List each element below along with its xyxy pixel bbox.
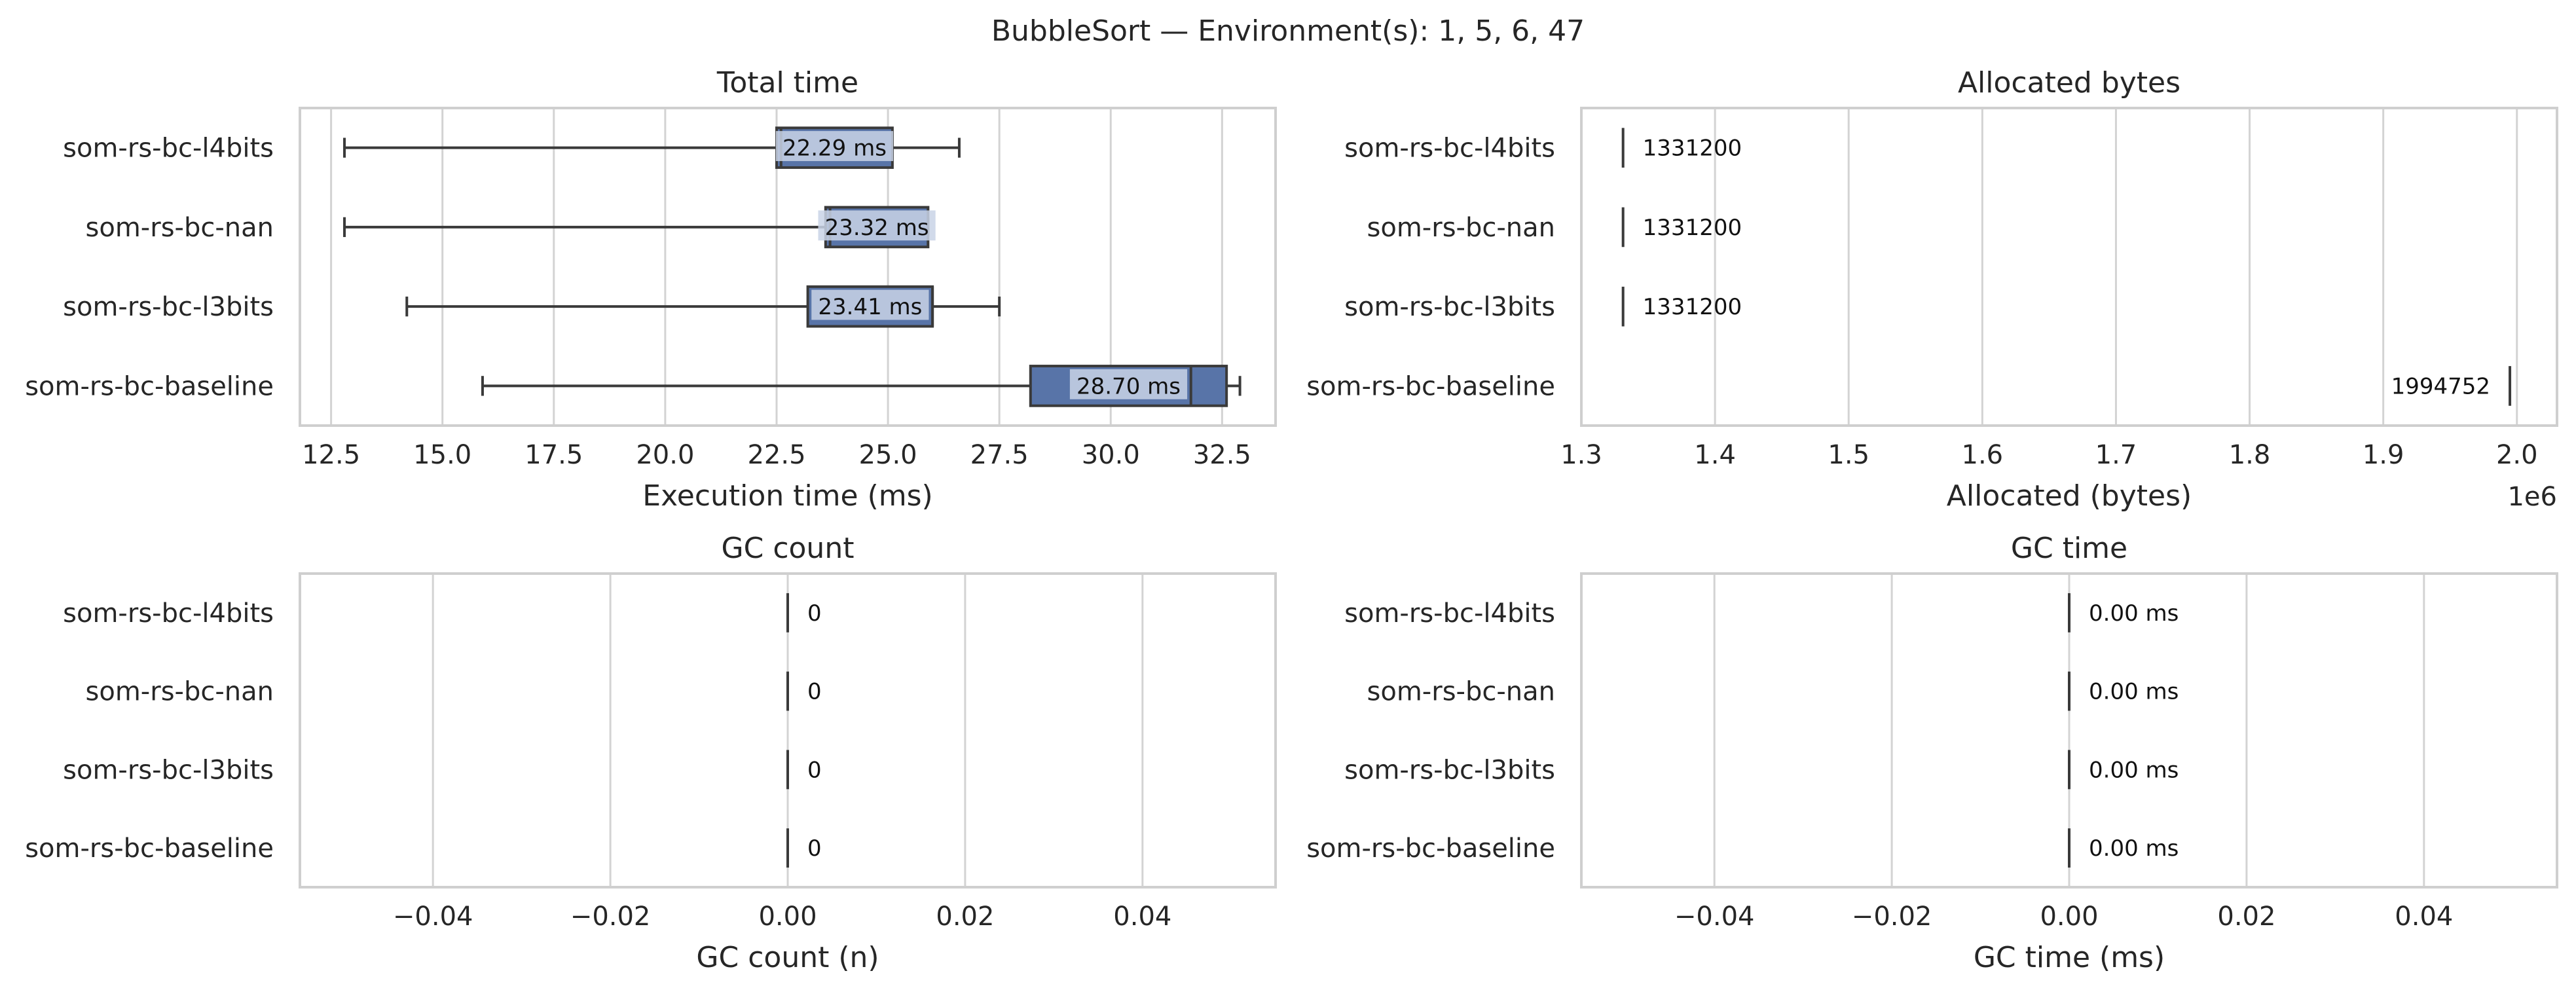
x-tick-label: 1.6 bbox=[1962, 440, 2004, 470]
panel-2: GC count −0.04 −0.02 0.00 0.02 0.04 GC count (… bbox=[25, 532, 1277, 974]
box-plot: 0.00 ms bbox=[2068, 671, 2179, 711]
panel-1: Allocated bytes 1.3 1.4 1.5 1.6 1.7 1.8 1.9 2.0 A… bbox=[1306, 66, 2558, 513]
box-plot: 1994752 bbox=[2391, 366, 2512, 406]
x-tick-label: 17.5 bbox=[524, 440, 583, 470]
x-tick-label: −0.04 bbox=[393, 902, 473, 932]
value-label-bg bbox=[811, 289, 929, 320]
x-tick-label: 1.4 bbox=[1694, 440, 1736, 470]
box-plot: 0.00 ms bbox=[2068, 593, 2179, 632]
x-axis-label: GC count (n) bbox=[696, 941, 879, 974]
x-tick-label: 27.5 bbox=[970, 440, 1029, 470]
value-label: 22.29 ms bbox=[782, 136, 887, 162]
y-category-label: som-rs-bc-baseline bbox=[25, 371, 274, 401]
y-category-label: som-rs-bc-baseline bbox=[1306, 371, 1555, 401]
x-tick-label: 1.8 bbox=[2229, 440, 2271, 470]
axes-frame bbox=[299, 107, 1277, 427]
y-category-label: som-rs-bc-l4bits bbox=[63, 598, 274, 629]
x-tick-label: −0.02 bbox=[1852, 902, 1932, 932]
x-tick-label: 0.02 bbox=[2217, 902, 2275, 932]
x-tick-label: 1.9 bbox=[2363, 440, 2404, 470]
y-category-label: som-rs-bc-baseline bbox=[1306, 833, 1555, 864]
value-label: 23.32 ms bbox=[825, 215, 929, 241]
axes-frame bbox=[1580, 572, 2558, 888]
value-label-bg bbox=[775, 131, 894, 162]
panel-3: GC time −0.04 −0.02 0.00 0.02 0.04 GC time (ms… bbox=[1306, 532, 2558, 974]
panel-0: Total time 12.5 15.0 17.5 20.0 22.5 25.0 27.5 30… bbox=[25, 66, 1277, 513]
box-plot: 0.00 ms bbox=[2068, 828, 2179, 868]
x-tick-label: 25.0 bbox=[859, 440, 917, 470]
x-axis-label: Allocated (bytes) bbox=[1947, 479, 2192, 513]
y-category-label: som-rs-bc-l3bits bbox=[1344, 755, 1555, 785]
x-tick-label: 32.5 bbox=[1193, 440, 1251, 470]
y-category-label: som-rs-bc-nan bbox=[86, 213, 274, 243]
box-plot: 0 bbox=[786, 828, 822, 868]
x-tick-label: 15.0 bbox=[413, 440, 471, 470]
value-label: 1331200 bbox=[1643, 136, 1742, 162]
value-label: 23.41 ms bbox=[818, 294, 922, 320]
x-tick-label: 0.00 bbox=[2040, 902, 2098, 932]
box-plot: 28.70 ms bbox=[481, 365, 1242, 407]
box-plot: 23.41 ms bbox=[405, 285, 1001, 328]
x-tick-label: 1.3 bbox=[1560, 440, 1602, 470]
x-tick-label: −0.02 bbox=[570, 902, 651, 932]
x-tick-label: 22.5 bbox=[747, 440, 805, 470]
y-category-label: som-rs-bc-baseline bbox=[25, 833, 274, 864]
y-category-label: som-rs-bc-l3bits bbox=[63, 755, 274, 785]
y-category-label: som-rs-bc-l4bits bbox=[1344, 134, 1555, 164]
x-tick-label: 2.0 bbox=[2496, 440, 2538, 470]
x-tick-label: 12.5 bbox=[302, 440, 360, 470]
y-category-label: som-rs-bc-nan bbox=[1367, 213, 1555, 243]
panel-title: GC time bbox=[2011, 532, 2127, 565]
box-plot: 22.29 ms bbox=[343, 126, 961, 169]
x-tick-label: 20.0 bbox=[636, 440, 694, 470]
box-plot: 1331200 bbox=[1621, 207, 1742, 247]
x-tick-label: 0.04 bbox=[2395, 902, 2453, 932]
y-category-label: som-rs-bc-l3bits bbox=[63, 292, 274, 322]
value-label: 0.00 ms bbox=[2089, 679, 2179, 705]
value-label-bg bbox=[1069, 369, 1188, 399]
y-category-label: som-rs-bc-nan bbox=[86, 677, 274, 707]
x-tick-label: 1.7 bbox=[2095, 440, 2137, 470]
axes-frame bbox=[1580, 107, 2558, 427]
panel-title: Total time bbox=[716, 66, 858, 100]
value-label: 28.70 ms bbox=[1076, 373, 1181, 399]
value-label-bg bbox=[818, 210, 936, 241]
box-plot: 23.32 ms bbox=[343, 206, 936, 249]
y-category-label: som-rs-bc-l4bits bbox=[63, 134, 274, 164]
value-label: 0.00 ms bbox=[2089, 600, 2179, 627]
box-plot: 0 bbox=[786, 671, 822, 711]
panel-title: Allocated bytes bbox=[1958, 66, 2180, 100]
y-category-label: som-rs-bc-l3bits bbox=[1344, 292, 1555, 322]
axes-frame bbox=[299, 572, 1277, 888]
x-axis-offset: 1e6 bbox=[2507, 482, 2557, 512]
box-plot: 1331200 bbox=[1621, 286, 1742, 327]
y-category-label: som-rs-bc-l4bits bbox=[1344, 598, 1555, 629]
value-label: 0 bbox=[807, 600, 822, 627]
box-plot: 1331200 bbox=[1621, 128, 1742, 168]
value-label: 1331200 bbox=[1643, 294, 1742, 320]
x-axis-label: GC time (ms) bbox=[1974, 941, 2165, 974]
box-plot: 0 bbox=[786, 750, 822, 790]
value-label: 0 bbox=[807, 835, 822, 862]
value-label: 0.00 ms bbox=[2089, 835, 2179, 862]
value-label: 1994752 bbox=[2391, 373, 2490, 399]
x-tick-label: −0.04 bbox=[1674, 902, 1755, 932]
y-category-label: som-rs-bc-nan bbox=[1367, 677, 1555, 707]
figure-title: BubbleSort — Environment(s): 1, 5, 6, 47 bbox=[991, 14, 1585, 48]
value-label: 1331200 bbox=[1643, 215, 1742, 241]
x-tick-label: 1.5 bbox=[1828, 440, 1869, 470]
x-tick-label: 30.0 bbox=[1082, 440, 1140, 470]
x-tick-label: 0.04 bbox=[1113, 902, 1171, 932]
box-plot: 0.00 ms bbox=[2068, 750, 2179, 790]
value-label: 0 bbox=[807, 757, 822, 783]
value-label: 0.00 ms bbox=[2089, 757, 2179, 783]
panel-title: GC count bbox=[722, 532, 855, 565]
value-label: 0 bbox=[807, 679, 822, 705]
x-tick-label: 0.02 bbox=[936, 902, 994, 932]
x-tick-label: 0.00 bbox=[758, 902, 817, 932]
box-plot: 0 bbox=[786, 593, 822, 632]
x-axis-label: Execution time (ms) bbox=[642, 479, 932, 513]
